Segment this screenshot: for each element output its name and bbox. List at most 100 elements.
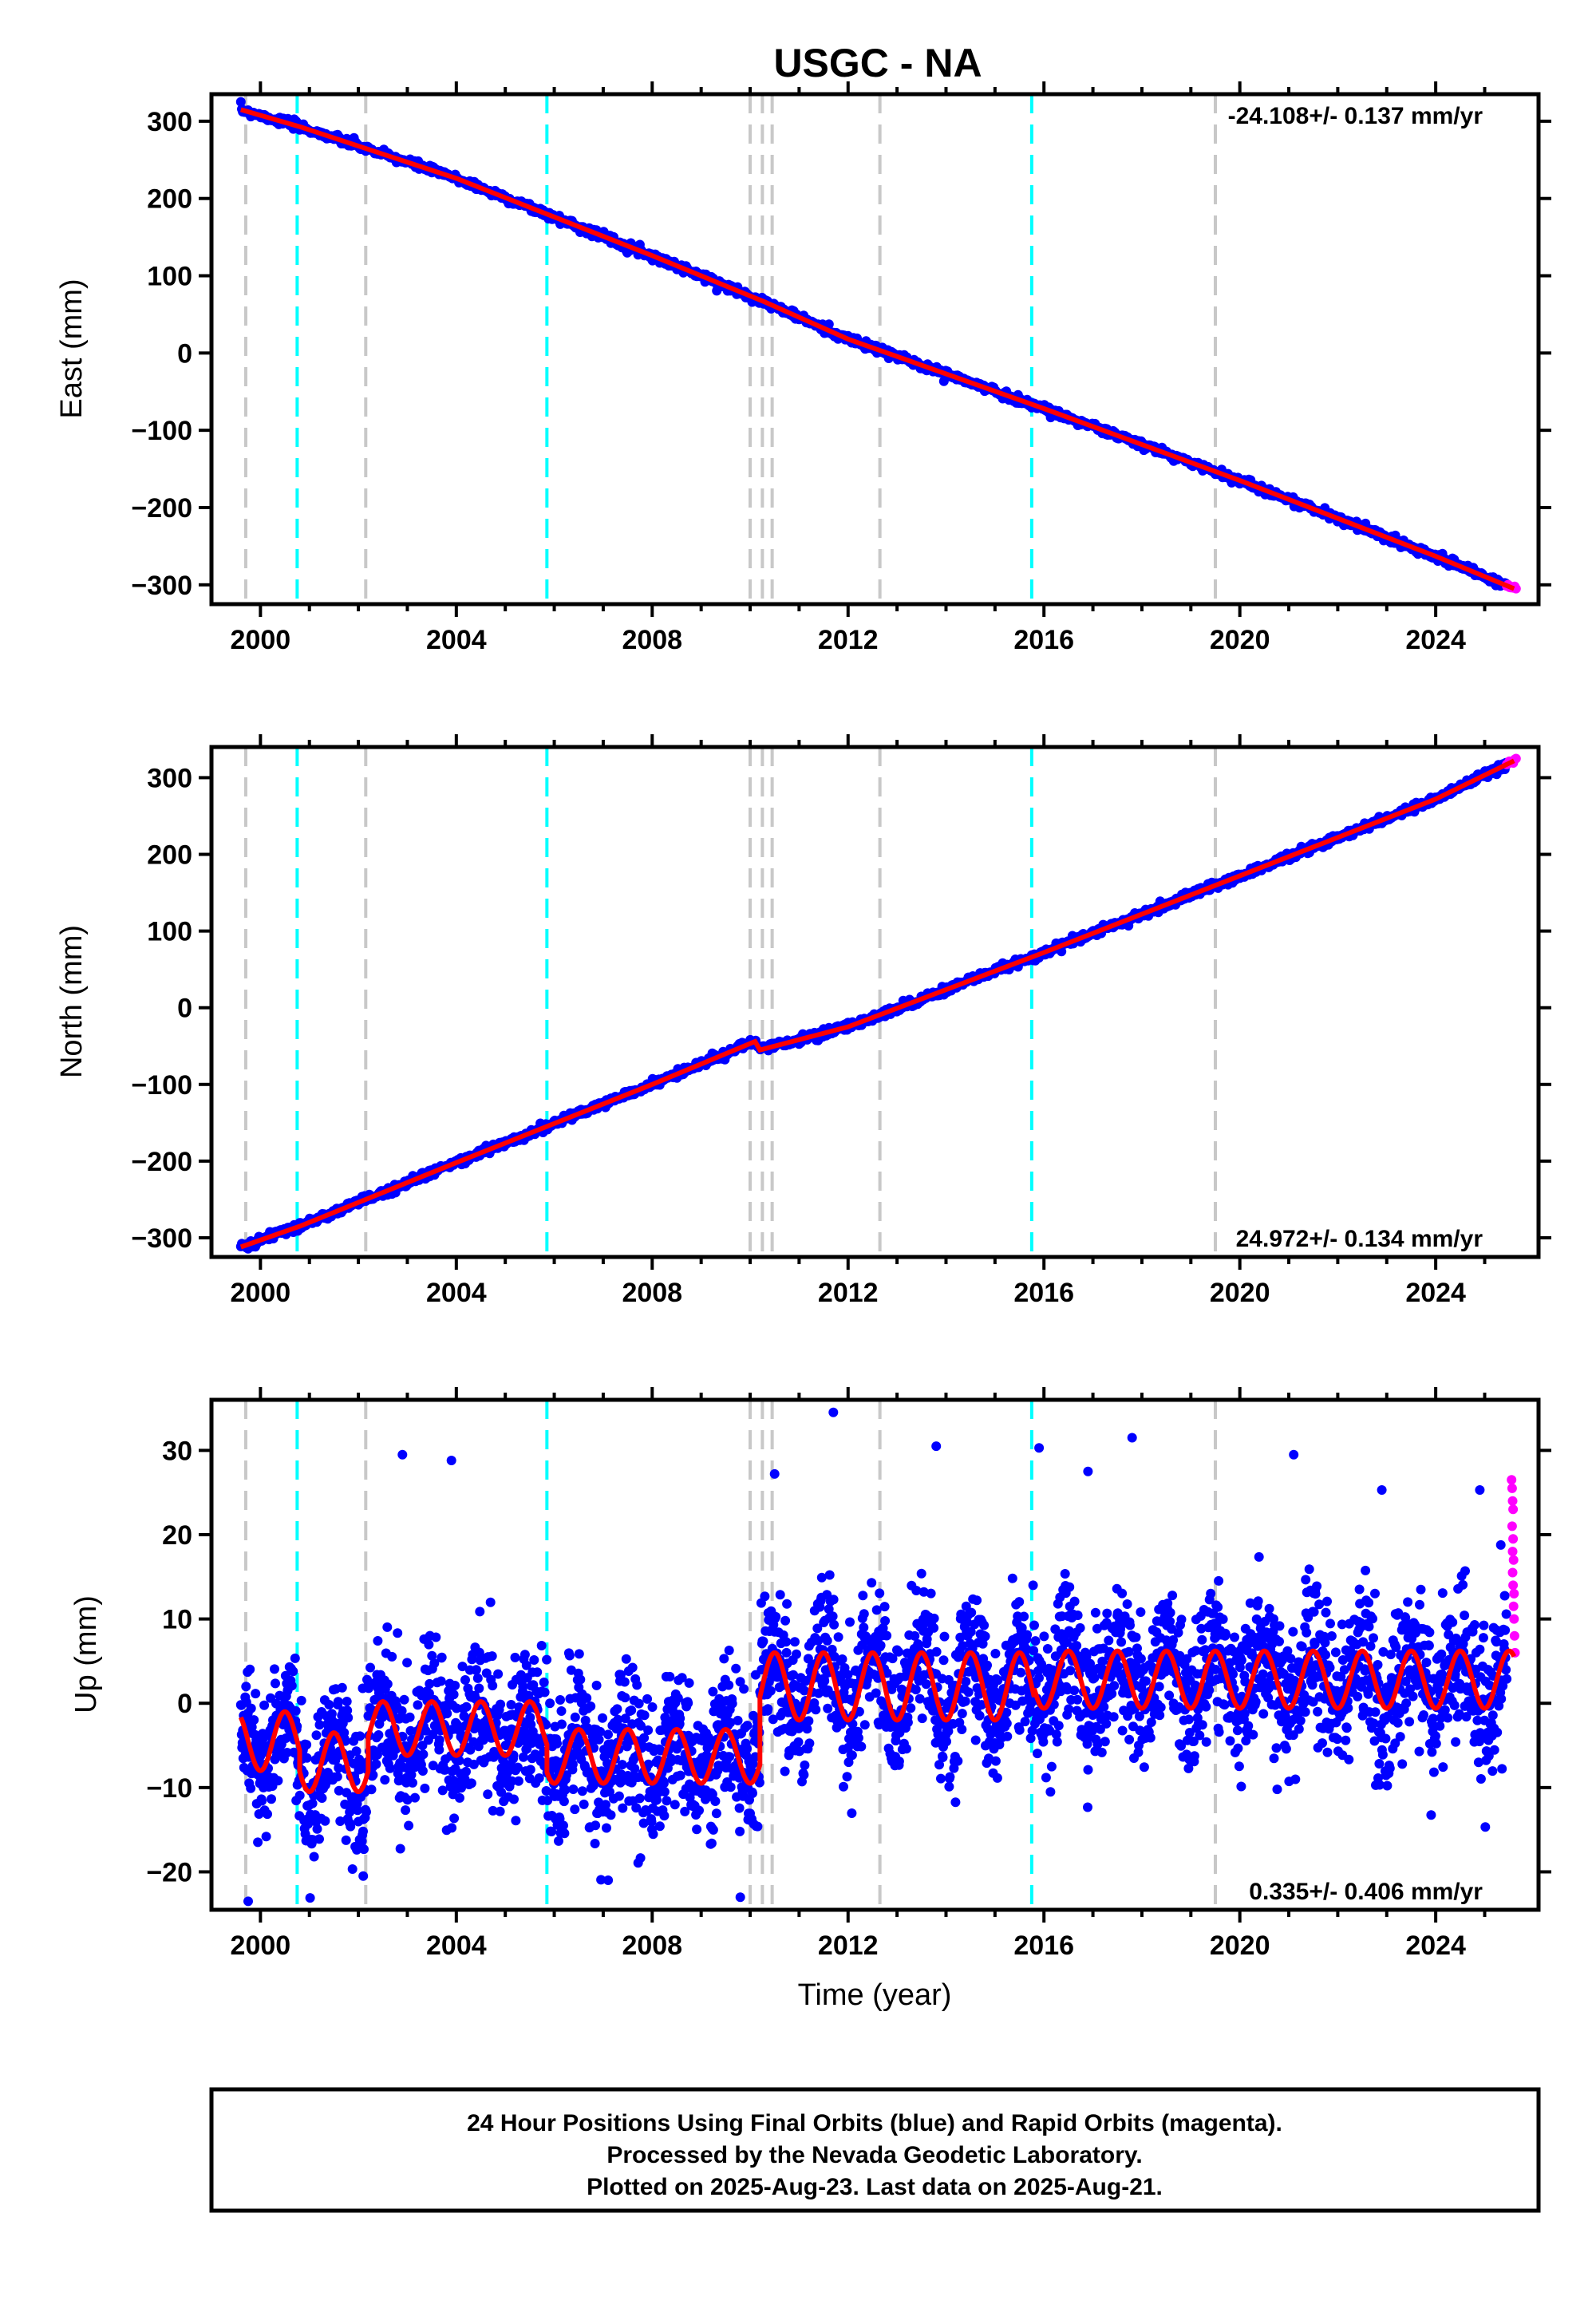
final-orbit-point bbox=[748, 1788, 757, 1798]
final-orbit-point bbox=[829, 1619, 839, 1630]
final-orbit-point bbox=[483, 1789, 493, 1800]
final-orbit-point bbox=[823, 1703, 833, 1713]
final-orbit-point bbox=[402, 1658, 413, 1668]
final-orbit-point bbox=[418, 1749, 429, 1760]
final-orbit-point bbox=[302, 1740, 312, 1750]
final-orbit-point bbox=[554, 1836, 563, 1846]
final-orbit-point bbox=[800, 1760, 810, 1770]
final-orbit-point bbox=[719, 1654, 729, 1664]
final-orbit-point bbox=[647, 1702, 658, 1712]
final-orbit-point bbox=[960, 1696, 970, 1706]
y-tick-label: 300 bbox=[147, 107, 192, 137]
final-orbit-point bbox=[1014, 1725, 1025, 1735]
final-orbit-point bbox=[263, 1809, 272, 1820]
y-tick-label: −100 bbox=[131, 416, 192, 446]
final-orbit-point bbox=[982, 1660, 992, 1670]
final-orbit-point bbox=[574, 1649, 584, 1659]
final-orbit-point bbox=[917, 1713, 927, 1724]
final-orbit-point bbox=[634, 1793, 645, 1804]
final-orbit-point bbox=[448, 1690, 459, 1700]
final-orbit-point bbox=[602, 1823, 611, 1833]
final-orbit-point bbox=[449, 1813, 460, 1824]
final-orbit-point bbox=[859, 1622, 869, 1633]
final-orbit-point bbox=[760, 1591, 770, 1602]
final-orbit-point bbox=[351, 1746, 361, 1757]
final-orbit-point bbox=[742, 1744, 752, 1754]
ylabel-north: North (mm) bbox=[55, 925, 89, 1078]
final-orbit-point bbox=[970, 1735, 981, 1745]
final-orbit-point bbox=[853, 1733, 863, 1743]
final-orbit-point bbox=[493, 1669, 504, 1679]
final-orbit-point bbox=[980, 1631, 990, 1642]
final-orbit-point bbox=[410, 1792, 420, 1803]
final-orbit-point bbox=[939, 1631, 950, 1642]
final-orbit-point bbox=[290, 1653, 300, 1663]
final-orbit-point bbox=[683, 1698, 693, 1708]
final-orbit-point bbox=[534, 1773, 544, 1783]
final-orbit-point bbox=[706, 1838, 717, 1848]
final-orbit-point bbox=[804, 1716, 814, 1726]
x-tick-label: 2020 bbox=[1210, 625, 1270, 655]
final-orbit-point bbox=[314, 1834, 324, 1844]
final-orbit-point bbox=[246, 1703, 256, 1713]
final-orbit-point bbox=[724, 1680, 734, 1690]
final-orbit-point bbox=[739, 1684, 749, 1694]
final-orbit-point bbox=[659, 1811, 670, 1821]
final-orbit-point bbox=[753, 1821, 763, 1832]
final-orbit-point bbox=[485, 1597, 496, 1607]
y-tick-label: 0 bbox=[177, 338, 192, 369]
final-orbit-point bbox=[471, 1665, 481, 1675]
y-tick-label: 200 bbox=[147, 184, 192, 215]
final-orbit-point bbox=[670, 1800, 680, 1810]
final-orbit-point bbox=[355, 1731, 365, 1741]
final-orbit-point bbox=[567, 1759, 578, 1769]
final-orbit-point bbox=[387, 1651, 397, 1662]
final-orbit-point bbox=[346, 1821, 356, 1832]
final-orbit-point bbox=[903, 1717, 913, 1728]
final-orbit-point bbox=[253, 1837, 263, 1848]
final-orbit-point bbox=[765, 1686, 776, 1696]
final-orbit-point bbox=[246, 1783, 256, 1793]
final-orbit-point bbox=[901, 1744, 911, 1754]
final-orbit-point bbox=[859, 1609, 869, 1619]
final-orbit-point bbox=[847, 1808, 857, 1818]
event-markers-north bbox=[243, 747, 1217, 1257]
final-orbit-point bbox=[824, 319, 834, 330]
x-tick-label: 2000 bbox=[231, 1278, 291, 1308]
final-orbit-point bbox=[408, 1777, 417, 1788]
final-orbit-point bbox=[974, 1710, 985, 1721]
final-orbit-point bbox=[1001, 1718, 1012, 1729]
final-orbit-point bbox=[626, 1705, 637, 1715]
final-orbit-point bbox=[434, 1745, 444, 1755]
y-tick-label: 100 bbox=[147, 262, 192, 292]
final-orbit-point bbox=[366, 1784, 377, 1795]
final-orbit-point bbox=[559, 1796, 569, 1807]
final-orbit-point bbox=[990, 1756, 1001, 1766]
x-tick-label: 2024 bbox=[1405, 625, 1466, 655]
final-orbit-point bbox=[675, 1713, 685, 1724]
final-orbit-point bbox=[591, 1820, 601, 1831]
final-orbit-point bbox=[875, 1640, 886, 1650]
final-orbit-point bbox=[373, 1636, 383, 1646]
final-orbit-point bbox=[568, 1784, 579, 1794]
final-orbit-point bbox=[590, 1839, 600, 1848]
final-orbit-point bbox=[938, 1753, 948, 1762]
final-orbit-point bbox=[288, 1666, 298, 1677]
final-orbit-point bbox=[727, 1698, 737, 1709]
final-orbit-point bbox=[579, 1799, 589, 1809]
y-tick-label: 300 bbox=[147, 763, 192, 793]
model-fit-line bbox=[239, 758, 1515, 1250]
final-orbit-point bbox=[635, 1853, 646, 1863]
final-orbit-point bbox=[665, 1671, 675, 1682]
final-orbit-point bbox=[273, 1776, 283, 1786]
rate-label-north: 24.972+/- 0.134 mm/yr bbox=[1236, 1226, 1483, 1252]
final-orbit-point bbox=[708, 1824, 718, 1835]
y-tick-label: −100 bbox=[131, 1070, 192, 1101]
final-orbit-point bbox=[634, 1698, 644, 1709]
x-tick-label: 2004 bbox=[426, 1278, 487, 1308]
final-orbit-point bbox=[539, 1678, 549, 1687]
x-tick-label: 2004 bbox=[426, 625, 487, 655]
ylabel-east: East (mm) bbox=[55, 279, 89, 418]
final-orbit-point bbox=[466, 1778, 476, 1788]
